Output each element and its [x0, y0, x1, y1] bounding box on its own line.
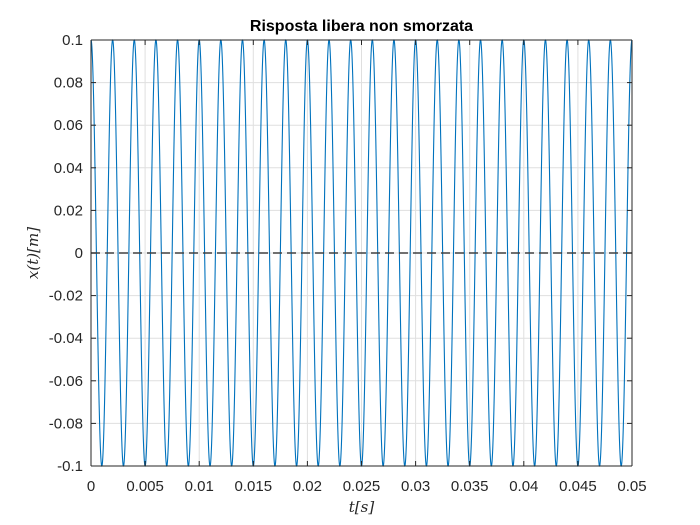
x-axis-label: t[s]	[349, 498, 375, 516]
x-tick-label: 0.025	[343, 478, 381, 495]
y-tick-label: 0.08	[54, 75, 83, 92]
y-tick-label: -0.02	[49, 288, 83, 305]
x-tick-label: 0	[87, 478, 95, 495]
y-tick-label: 0.04	[54, 160, 83, 177]
x-tick-label: 0.03	[401, 478, 430, 495]
x-tick-label: 0.015	[235, 478, 273, 495]
y-axis-label: x(t)[m]	[24, 227, 42, 279]
y-tick-label: -0.06	[49, 373, 83, 390]
x-axis-ticks: 0 0.005 0.01 0.015 0.02 0.025 0.03 0.035 0.04 0.0…	[87, 40, 647, 495]
y-tick-label: 0.1	[62, 32, 83, 49]
x-tick-label: 0.035	[451, 478, 489, 495]
x-tick-label: 0.045	[559, 478, 597, 495]
y-axis-ticks: -0.1 -0.08 -0.06 -0.04 -0.02 0 0.02 0.04 0.06 0.0…	[49, 32, 632, 475]
x-tick-label: 0.04	[509, 478, 538, 495]
x-tick-label: 0.005	[126, 478, 164, 495]
x-tick-label: 0.01	[185, 478, 214, 495]
y-tick-label: -0.08	[49, 415, 83, 432]
y-tick-label: 0	[75, 245, 83, 262]
y-tick-label: 0.02	[54, 202, 83, 219]
x-tick-label: 0.02	[293, 478, 322, 495]
chart-title: Risposta libera non smorzata	[250, 18, 473, 35]
y-tick-label: -0.1	[57, 458, 83, 475]
y-tick-label: -0.04	[49, 330, 83, 347]
y-tick-label: 0.06	[54, 117, 83, 134]
x-tick-label: 0.05	[617, 478, 646, 495]
